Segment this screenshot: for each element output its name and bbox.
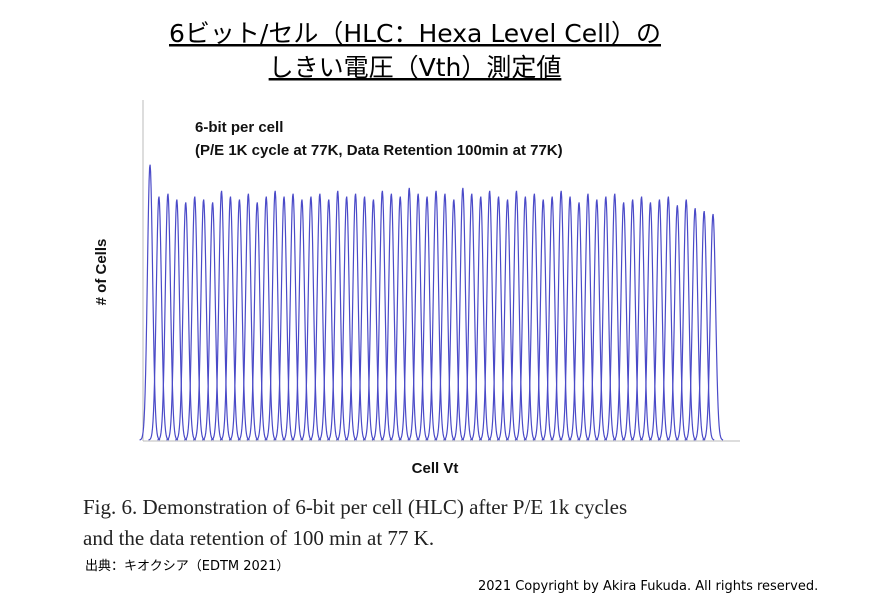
vt-peak	[193, 199, 214, 441]
vt-peak	[380, 193, 402, 441]
vt-peak	[568, 202, 590, 441]
vt-peak	[327, 190, 349, 441]
vt-peak	[353, 196, 375, 441]
vt-peak	[613, 202, 634, 441]
vt-peak	[282, 193, 304, 441]
vt-peak	[443, 199, 465, 441]
vt-peak	[684, 208, 706, 441]
vt-peak	[586, 199, 608, 441]
vt-peak	[273, 196, 295, 441]
vt-peak	[532, 199, 554, 441]
vt-peak	[389, 196, 411, 441]
vt-peak	[425, 190, 447, 441]
vt-peak	[246, 202, 268, 441]
vt-peak	[639, 202, 661, 441]
vt-peak	[309, 193, 331, 441]
vt-peak	[407, 193, 429, 441]
vt-peak	[604, 193, 626, 441]
y-axis-label: # of Cells	[93, 239, 110, 306]
vt-peak	[505, 190, 527, 441]
vt-peak	[630, 196, 652, 441]
vt-peak	[514, 196, 536, 441]
vt-peak	[318, 199, 340, 441]
vt-peak	[139, 164, 161, 441]
vt-peak	[237, 193, 259, 441]
vt-peak	[255, 196, 277, 441]
vt-peak	[166, 199, 188, 441]
chart-title: 6-bit per cell	[195, 119, 283, 136]
vt-peak	[452, 187, 474, 441]
vt-peak	[300, 196, 322, 441]
vt-peak	[228, 199, 250, 441]
vt-peak	[398, 187, 420, 441]
vt-peak	[559, 196, 581, 441]
vt-peak	[666, 205, 688, 441]
slide-title: 6ビット/セル（HLC：Hexa Level Cell）の	[169, 19, 661, 48]
chart-subtitle: (P/E 1K cycle at 77K, Data Retention 100…	[195, 142, 563, 159]
figure-caption: and the data retention of 100 min at 77 …	[83, 526, 434, 550]
vt-peak	[550, 190, 572, 441]
x-axis-label: Cell Vt	[412, 460, 459, 477]
vt-peak	[675, 199, 697, 441]
vt-peak	[657, 196, 679, 441]
vt-peak	[693, 210, 715, 441]
vt-peak	[219, 196, 241, 441]
vt-peak	[157, 193, 179, 441]
vt-peak	[595, 196, 617, 441]
vt-peak	[264, 190, 286, 441]
vt-peak	[291, 199, 313, 441]
vt-peak	[702, 213, 724, 441]
vt-peak	[210, 190, 232, 441]
vt-peak	[371, 190, 393, 441]
figure-caption: Fig. 6. Demonstration of 6-bit per cell …	[83, 495, 627, 519]
vt-peak	[541, 196, 563, 441]
vt-peak	[202, 202, 223, 441]
vt-peak	[148, 196, 170, 441]
copyright: 2021 Copyright by Akira Fukuda. All righ…	[478, 579, 818, 594]
vt-peak	[523, 193, 545, 441]
vt-peak	[344, 193, 366, 441]
vt-peak	[184, 196, 206, 441]
source: 出典：キオクシア（EDTM 2021）	[85, 559, 289, 574]
vt-peak	[416, 196, 438, 441]
plot	[139, 164, 724, 441]
vt-peak	[470, 196, 492, 441]
vt-peak	[461, 193, 483, 441]
vt-peak	[362, 199, 384, 441]
vt-peak	[622, 199, 643, 441]
slide-title: しきい電圧（Vth）測定値	[269, 53, 562, 82]
vt-peak	[434, 193, 456, 441]
vt-peak	[648, 199, 670, 441]
vt-peak	[175, 202, 197, 441]
vt-peak	[577, 193, 599, 441]
vt-peak	[336, 196, 357, 441]
vt-peak	[496, 199, 518, 441]
vt-peak	[479, 190, 500, 441]
vt-peak	[487, 196, 509, 441]
